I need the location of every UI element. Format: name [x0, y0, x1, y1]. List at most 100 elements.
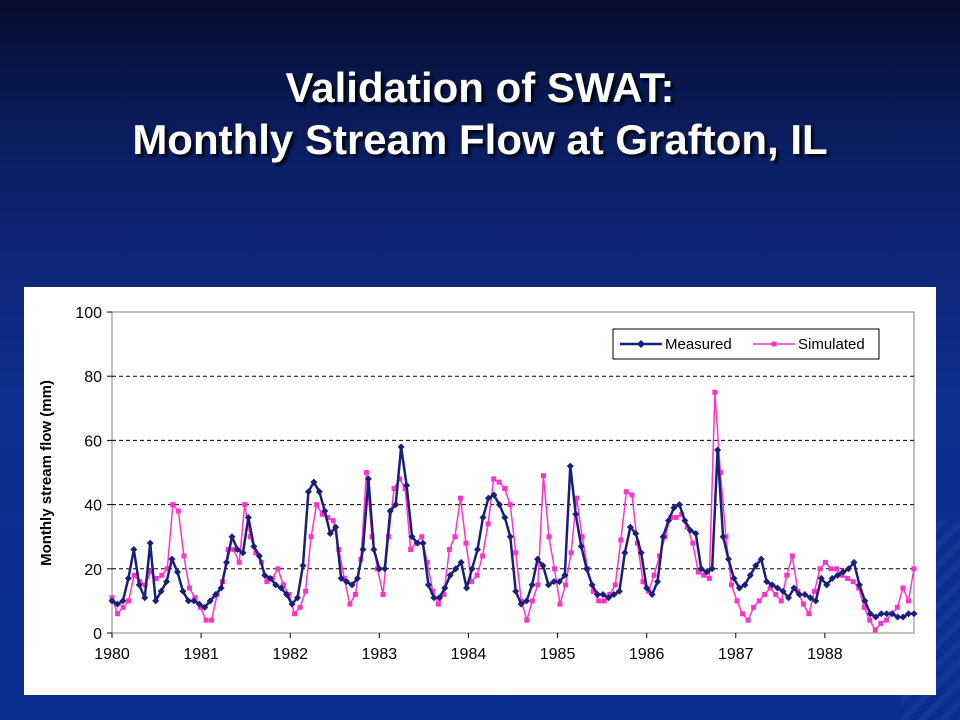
y-axis: 0 20 40 60 80 100 [75, 305, 112, 643]
y-tick-label: 0 [93, 626, 102, 643]
data-point-measured [637, 549, 645, 557]
data-point-measured [190, 597, 198, 605]
data-point-simulated [253, 550, 259, 556]
data-point-simulated [540, 473, 546, 479]
data-point-simulated [430, 588, 436, 594]
data-point-measured [872, 613, 880, 621]
data-point-simulated [728, 582, 734, 588]
data-point-simulated [695, 569, 701, 575]
data-point-simulated [441, 591, 447, 597]
y-tick-label: 60 [84, 433, 102, 450]
data-point-measured [834, 571, 842, 579]
data-point-measured [212, 590, 220, 598]
data-point-measured [703, 568, 711, 576]
data-point-simulated [894, 604, 900, 610]
data-point-measured [577, 542, 585, 550]
data-point-measured [550, 578, 558, 586]
data-point-simulated [159, 572, 165, 578]
data-point-simulated [485, 521, 491, 527]
data-point-measured [752, 562, 760, 570]
data-point-measured [774, 584, 782, 592]
data-point-simulated [186, 585, 192, 591]
data-point-measured [599, 590, 607, 598]
data-point-measured [806, 594, 814, 602]
data-point-measured [108, 597, 116, 605]
data-point-simulated [579, 534, 585, 540]
legend-measured-label: Measured [665, 336, 732, 353]
data-point-measured [152, 597, 160, 605]
data-point-measured [861, 597, 869, 605]
data-point-simulated [513, 550, 519, 556]
data-point-simulated [651, 572, 657, 578]
data-point-measured [561, 571, 569, 579]
data-point-simulated [474, 572, 480, 578]
data-point-simulated [507, 502, 513, 508]
data-point-measured [206, 597, 214, 605]
data-point-simulated [740, 611, 746, 617]
data-point-measured [855, 581, 863, 589]
data-point-simulated [231, 547, 237, 553]
data-point-simulated [590, 588, 596, 594]
data-point-measured [648, 590, 656, 598]
data-point-measured [604, 594, 612, 602]
data-point-measured [403, 481, 411, 489]
data-point-simulated [834, 566, 840, 572]
data-point-simulated [568, 550, 574, 556]
data-point-measured [195, 600, 203, 608]
data-point-simulated [452, 534, 458, 540]
data-point-measured [168, 555, 176, 563]
slide-title: Validation of SWAT: Monthly Stream Flow … [0, 62, 960, 166]
data-point-measured [244, 513, 252, 521]
data-point-measured [414, 539, 422, 547]
data-point-measured [288, 600, 296, 608]
data-point-measured [124, 574, 132, 582]
data-point-simulated [126, 598, 132, 604]
data-point-measured [910, 610, 918, 618]
data-point-measured [223, 558, 231, 566]
data-point-measured [419, 539, 427, 547]
data-point-measured [293, 594, 301, 602]
data-point-measured [430, 594, 438, 602]
data-point-simulated [905, 598, 911, 604]
data-point-measured [555, 578, 563, 586]
data-point-measured [337, 574, 345, 582]
data-point-measured [883, 610, 891, 618]
data-point-measured [408, 533, 416, 541]
data-point-simulated [380, 591, 386, 597]
data-point-measured [119, 597, 127, 605]
data-point-measured [675, 501, 683, 509]
data-point-measured [479, 513, 487, 521]
data-point-simulated [480, 553, 486, 559]
data-point-simulated [247, 534, 253, 540]
data-point-measured [643, 584, 651, 592]
data-point-measured [364, 475, 372, 483]
data-point-simulated [701, 572, 707, 578]
data-point-simulated [596, 598, 602, 604]
data-point-measured [163, 578, 171, 586]
data-point-measured [735, 584, 743, 592]
data-point-measured [201, 603, 209, 611]
legend-simulated-marker [771, 341, 777, 347]
data-point-measured [250, 542, 258, 550]
data-point-simulated [120, 604, 126, 610]
data-point-measured [255, 552, 263, 560]
data-point-simulated [867, 617, 873, 623]
data-point-simulated [773, 591, 779, 597]
data-point-measured [310, 478, 318, 486]
data-point-measured [823, 581, 831, 589]
data-point-measured [588, 581, 596, 589]
data-point-measured [386, 507, 394, 515]
data-point-measured [528, 581, 536, 589]
series-line-measured [111, 445, 914, 619]
data-point-simulated [491, 476, 497, 482]
data-point-measured [790, 584, 798, 592]
data-point-measured [501, 513, 509, 521]
data-point-simulated [756, 598, 762, 604]
data-point-measured [610, 590, 618, 598]
data-point-simulated [828, 566, 834, 572]
x-tick-label: 1983 [362, 646, 398, 663]
x-axis: 1980 1981 1982 1983 1984 1985 1986 1987 1988 [94, 633, 843, 663]
data-point-measured [435, 594, 443, 602]
data-point-simulated [197, 604, 203, 610]
